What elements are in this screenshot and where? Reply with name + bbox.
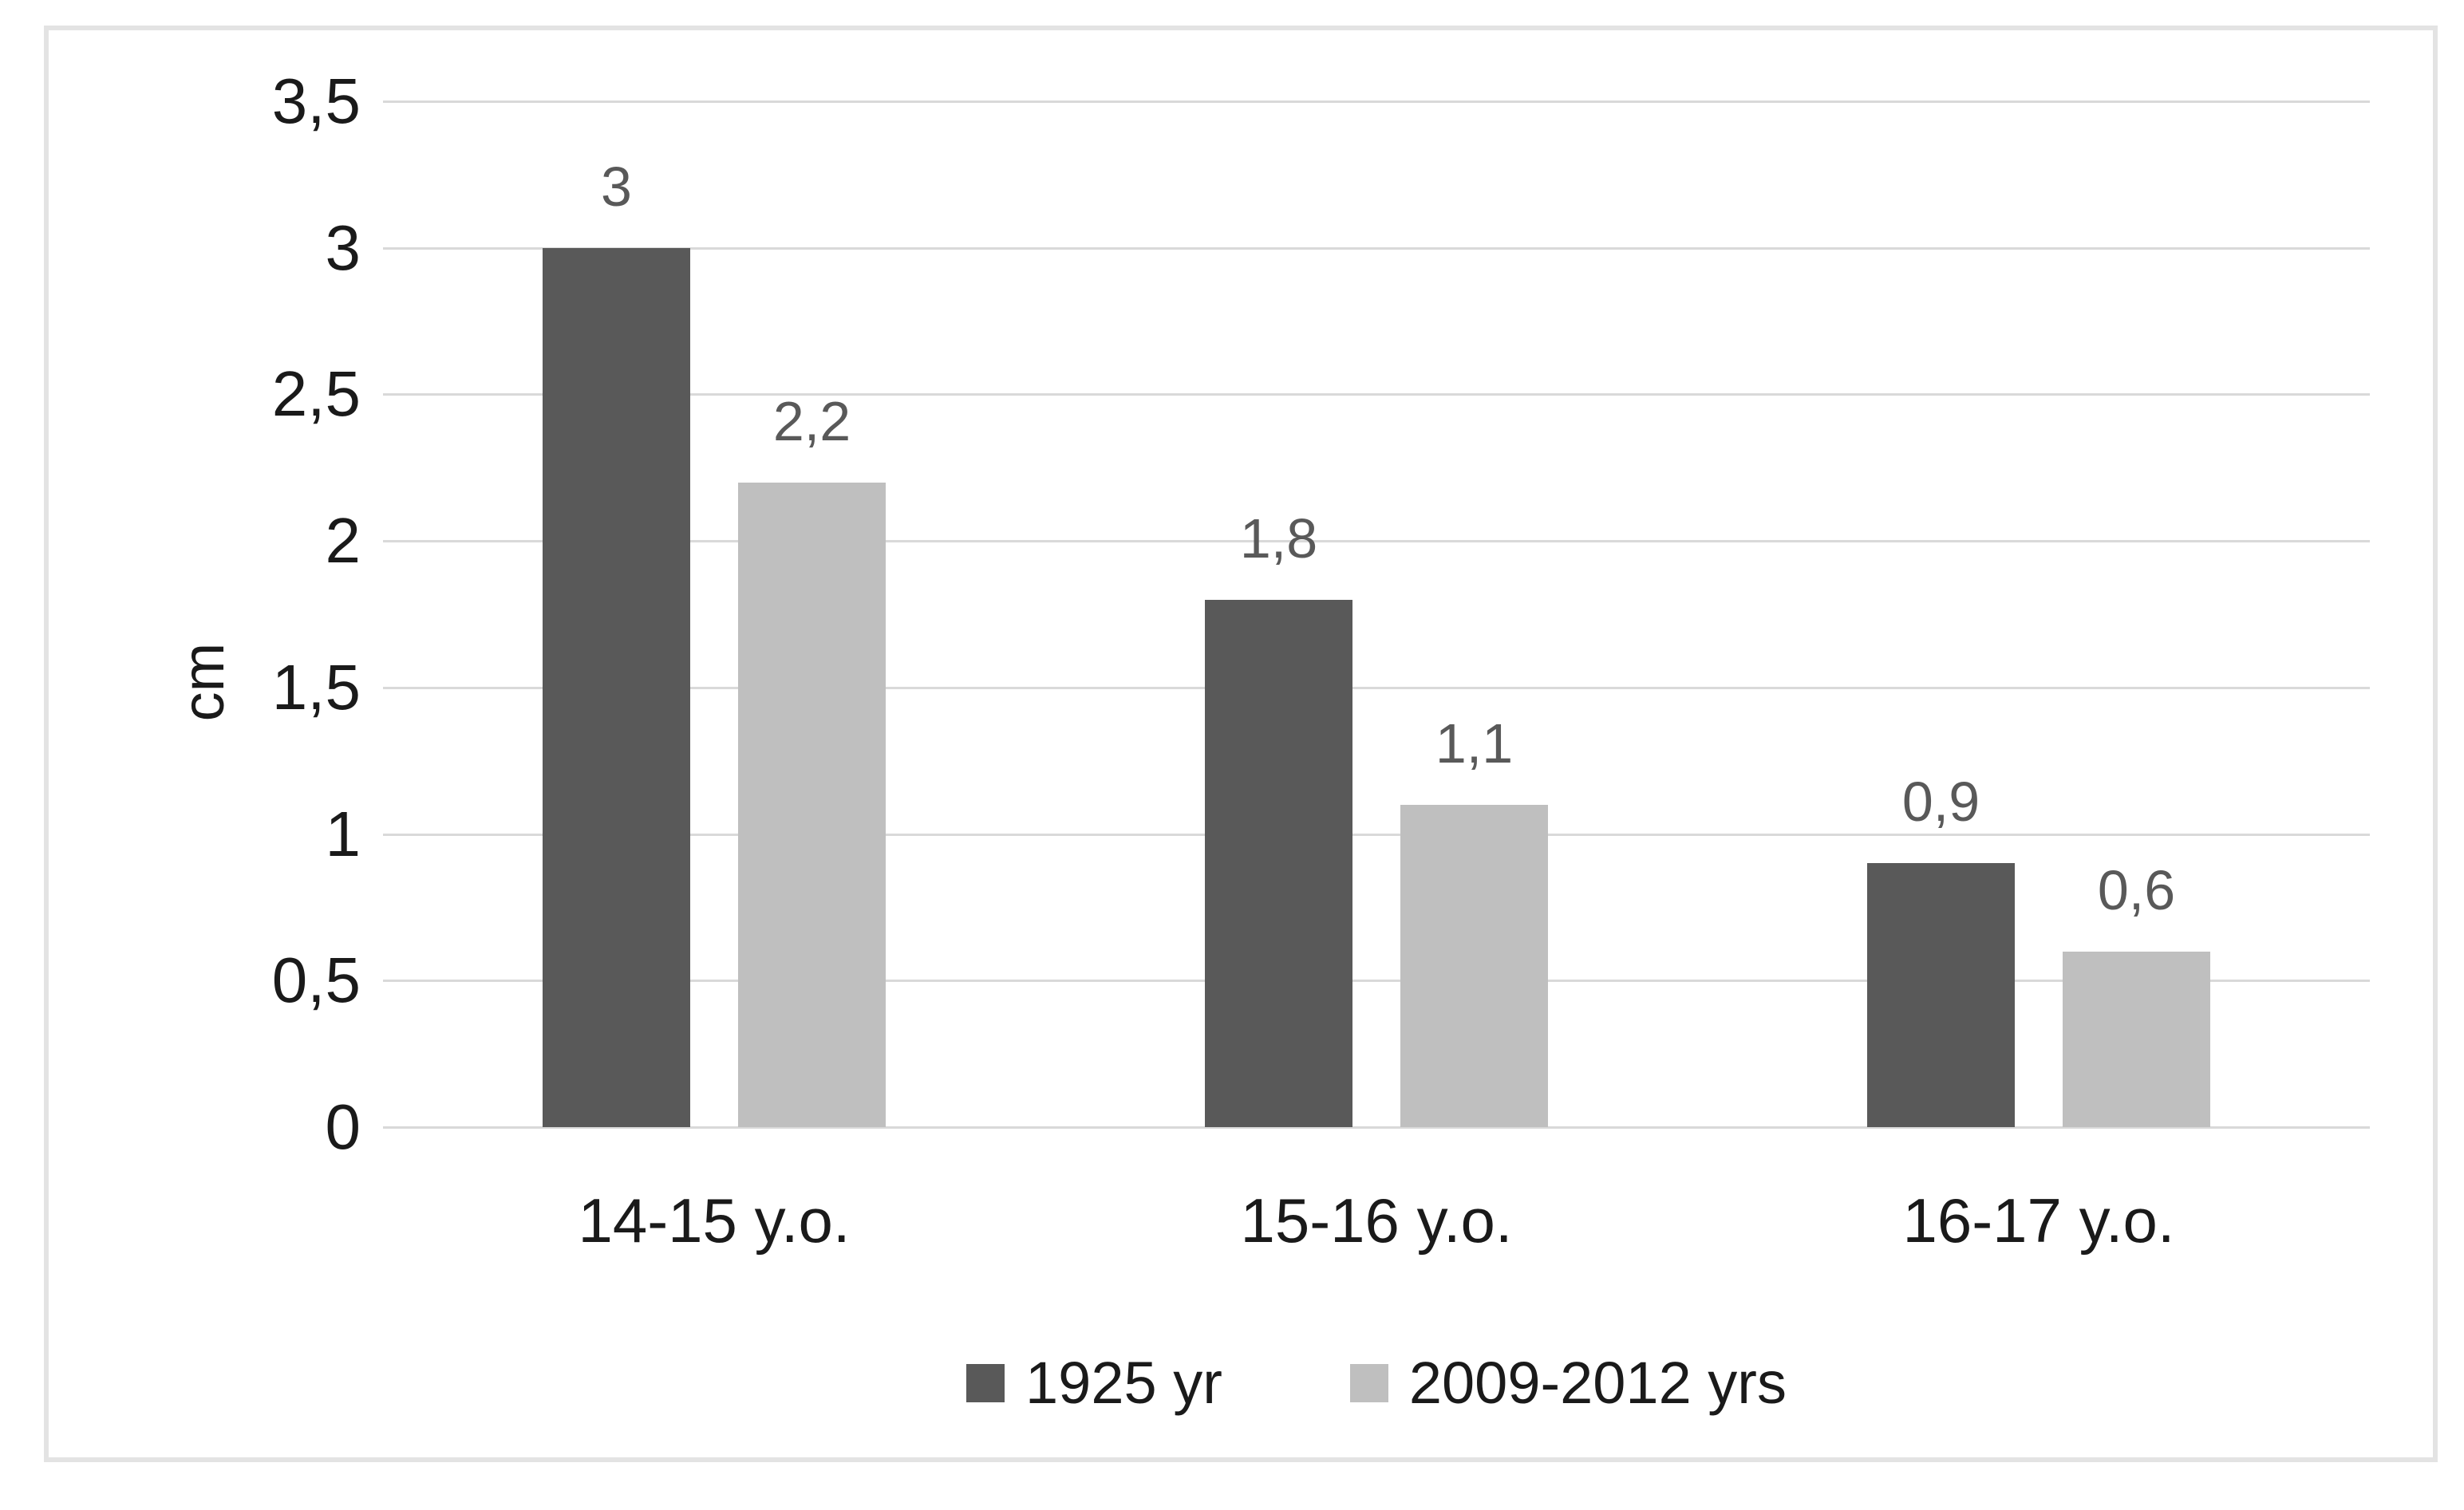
x-axis-label-16-17-y-o: 16-17 y.o. (1902, 1185, 2175, 1256)
y-tick-label: 0,5 (271, 944, 361, 1016)
bar-value-label-1925-yr-16-17-y-o: 0,9 (1901, 771, 1980, 834)
y-tick-label: 3 (325, 211, 361, 283)
gridline (383, 980, 2370, 983)
gridline (383, 1126, 2370, 1129)
bar-value-label-2009-2012-yrs-16-17-y-o: 0,6 (2097, 858, 2176, 921)
y-tick-label: 3,5 (271, 65, 361, 136)
bar-1925-yr-16-17-y-o (1867, 863, 2015, 1127)
gridline (383, 393, 2370, 396)
bar-value-label-1925-yr-14-15-y-o: 3 (601, 155, 632, 218)
bar-2009-2012-yrs-15-16-y-o (1400, 804, 1548, 1127)
gridline (383, 833, 2370, 836)
bar-1925-yr-14-15-y-o (543, 247, 690, 1127)
bar-value-label-2009-2012-yrs-15-16-y-o: 1,1 (1435, 712, 1514, 775)
legend-item-1925-yr: 1925 yr (966, 1354, 1222, 1413)
bar-2009-2012-yrs-14-15-y-o (738, 482, 886, 1127)
bar-2009-2012-yrs-16-17-y-o (2063, 951, 2210, 1127)
legend-item-2009-2012-yrs: 2009-2012 yrs (1349, 1350, 1787, 1416)
y-tick-label: 0 (325, 1091, 361, 1162)
y-tick-label: 2 (325, 505, 361, 577)
gridline (383, 686, 2370, 689)
gridline (383, 540, 2370, 543)
bar-value-label-1925-yr-15-16-y-o: 1,8 (1239, 507, 1318, 570)
bar-value-label-2009-2012-yrs-14-15-y-o: 2,2 (772, 389, 851, 452)
gridline (383, 246, 2370, 250)
bar-1925-yr-15-16-y-o (1205, 599, 1352, 1127)
y-tick-label: 1,5 (271, 651, 361, 723)
gridline (383, 101, 2370, 103)
legend-swatch-icon (1349, 1364, 1388, 1402)
x-axis-label-14-15-y-o: 14-15 y.o. (578, 1185, 851, 1256)
legend-label: 2009-2012 yrs (1408, 1350, 1787, 1416)
y-axis-title: cm (170, 642, 236, 722)
y-tick-label: 2,5 (271, 358, 361, 430)
legend: 1925 yr 2009-2012 yrs (383, 1350, 2370, 1417)
x-axis-label-15-16-y-o: 15-16 y.o. (1240, 1185, 1513, 1256)
legend-label: 1925 yr (1025, 1350, 1222, 1416)
legend-swatch-icon (966, 1364, 1005, 1402)
y-tick-label: 1 (325, 798, 361, 869)
